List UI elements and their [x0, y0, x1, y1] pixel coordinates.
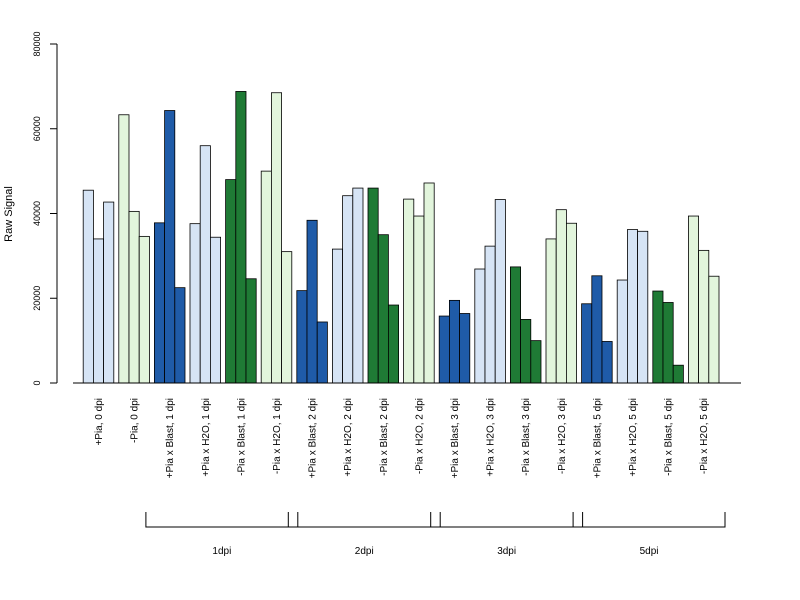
bar [199, 145, 211, 384]
bar [403, 198, 415, 384]
y-tick-label: 0 [32, 380, 42, 385]
category-label: -Pia x Blast, 5 dpi [664, 398, 675, 476]
bar [545, 238, 557, 384]
y-axis: 0 20000 40000 60000 80000 [32, 31, 58, 386]
bar [494, 199, 506, 384]
bar [591, 275, 603, 384]
bar [413, 215, 425, 384]
group-label: 1dpi [212, 546, 231, 557]
bar [459, 313, 471, 384]
group-bracket [430, 512, 584, 528]
bar [296, 290, 308, 384]
bar [474, 268, 486, 384]
bar [627, 229, 639, 384]
bar [367, 187, 379, 384]
category-label: -Pia x H2O, 1 dpi [272, 398, 283, 474]
bar [530, 340, 542, 384]
category-label: +Pia x Blast, 3 dpi [450, 398, 461, 478]
category-label: +Pia x Blast, 1 dpi [165, 398, 176, 478]
group-bracket [572, 512, 726, 528]
bar [387, 304, 399, 384]
category-label: +Pia x H2O, 5 dpi [628, 398, 639, 477]
category-label: +Pia x Blast, 5 dpi [592, 398, 603, 478]
y-axis-title: Raw Signal [3, 186, 15, 242]
bar [484, 245, 496, 384]
bar [306, 219, 318, 384]
bar [138, 235, 150, 384]
bar [555, 209, 567, 384]
bar [509, 266, 521, 384]
bar [270, 92, 282, 384]
bar [189, 223, 201, 384]
bar [581, 303, 593, 384]
category-label: +Pia x Blast, 2 dpi [308, 398, 319, 478]
y-tick-label: 60000 [32, 116, 42, 141]
bar [601, 341, 613, 384]
category-label: +Pia x H2O, 2 dpi [343, 398, 354, 477]
group-label: 2dpi [355, 546, 374, 557]
bar [174, 287, 186, 384]
bar [698, 249, 710, 384]
category-label: +Pia, 0 dpi [94, 398, 105, 446]
category-label: -Pia x Blast, 1 dpi [236, 398, 247, 476]
category-label: -Pia x Blast, 3 dpi [521, 398, 532, 476]
category-labels: +Pia, 0 dpi -Pia, 0 dpi +Pia x Blast, 1 dp… [94, 398, 710, 478]
category-label: -Pia x H2O, 3 dpi [557, 398, 568, 474]
bar [616, 279, 628, 384]
group-brackets: 1dpi 2dpi 3dpi 5dpi [145, 512, 726, 557]
bar [342, 195, 354, 384]
y-tick-label: 80000 [32, 31, 42, 56]
category-label: -Pia x H2O, 2 dpi [414, 398, 425, 474]
category-label: -Pia x H2O, 5 dpi [699, 398, 710, 474]
bar [637, 230, 649, 384]
bar [235, 91, 247, 384]
group-label: 5dpi [640, 546, 659, 557]
group-label: 3dpi [497, 546, 516, 557]
bars [82, 91, 720, 384]
bar [688, 215, 700, 384]
bar [103, 201, 115, 384]
bar [82, 189, 94, 384]
bar [566, 222, 578, 384]
bar [245, 278, 257, 384]
bar [93, 238, 105, 384]
bar [708, 275, 720, 384]
bar [260, 170, 272, 384]
y-tick-label: 40000 [32, 201, 42, 226]
bar [281, 251, 293, 384]
bar [438, 315, 450, 384]
bar [672, 364, 684, 384]
bar [128, 210, 140, 384]
bar [423, 182, 435, 384]
bar [520, 319, 532, 384]
bar [662, 302, 674, 384]
bar [652, 290, 664, 384]
group-bracket [145, 512, 299, 528]
group-bracket [287, 512, 441, 528]
y-tick-label: 20000 [32, 286, 42, 311]
bar [352, 187, 364, 384]
category-label: -Pia, 0 dpi [130, 398, 141, 443]
bar [118, 114, 130, 384]
category-label: +Pia x H2O, 1 dpi [201, 398, 212, 477]
bar [448, 299, 460, 384]
bar [225, 179, 237, 384]
bar [153, 222, 165, 384]
bar [164, 110, 176, 384]
bar [209, 236, 221, 384]
bar [316, 321, 328, 384]
category-label: +Pia x H2O, 3 dpi [486, 398, 497, 477]
category-label: -Pia x Blast, 2 dpi [379, 398, 390, 476]
bar [377, 234, 389, 384]
bar [331, 248, 343, 384]
